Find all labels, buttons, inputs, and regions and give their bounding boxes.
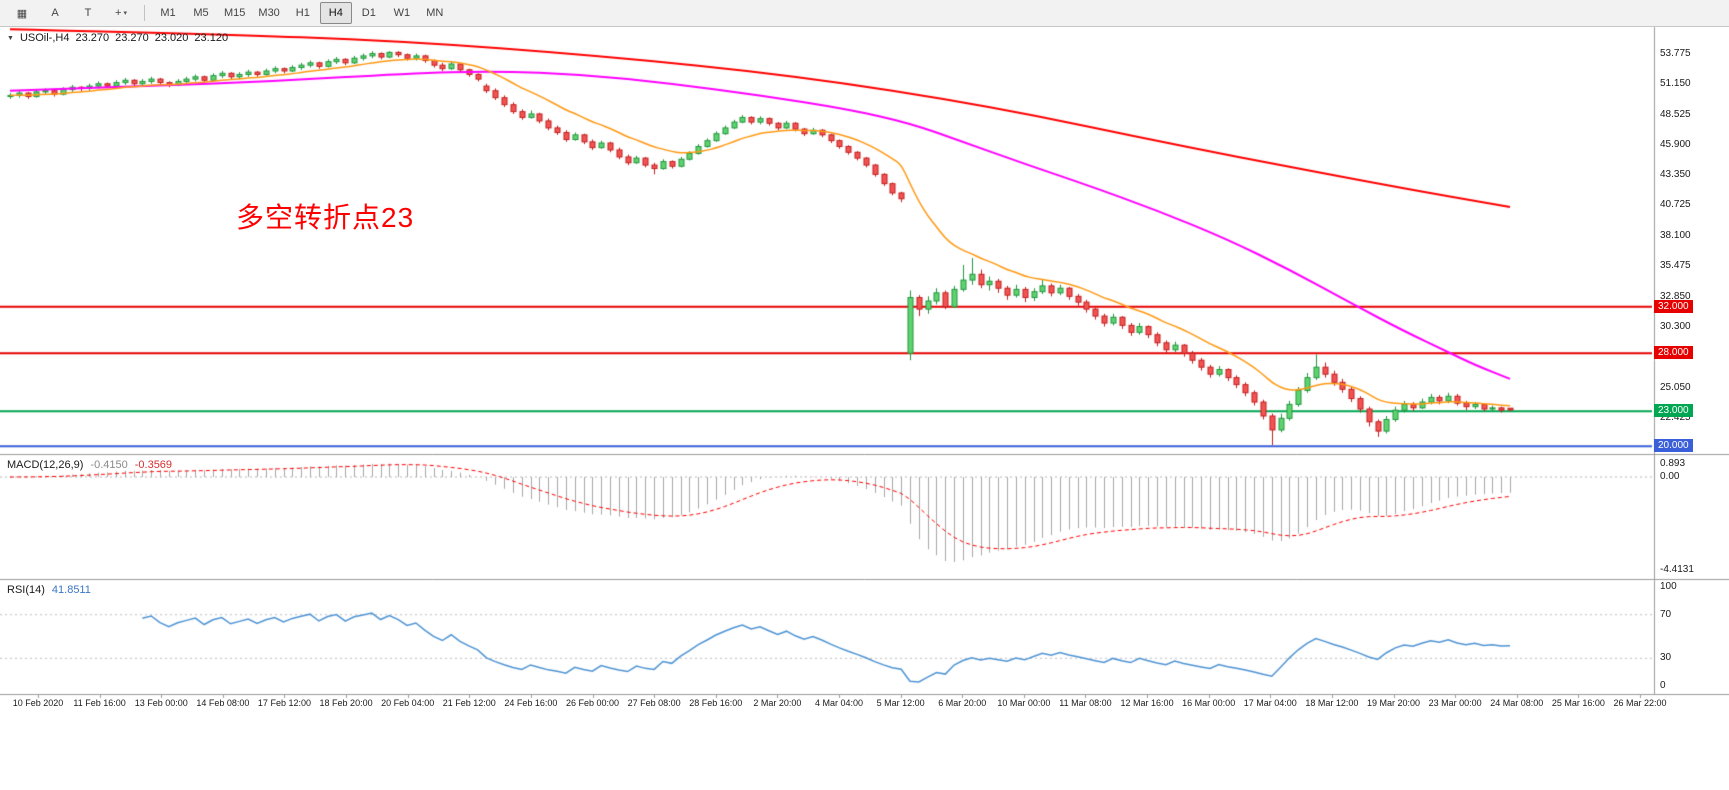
time-axis-label: 11 Mar 08:00: [1059, 698, 1112, 708]
ohlc-close: 23.120: [194, 32, 229, 44]
price-axis-label: 51.150: [1660, 78, 1691, 90]
timeframe-button-m5[interactable]: M5: [193, 7, 209, 19]
time-axis-label: 11 Feb 16:00: [73, 698, 126, 708]
macd-axis-max: 0.893: [1660, 458, 1686, 469]
chart-annotation-text[interactable]: 多空转折点23: [236, 202, 415, 233]
time-axis-label: 10 Mar 00:00: [997, 698, 1051, 708]
toolbar-icon-group: ▦ A T + ▾: [6, 2, 137, 24]
macd-title-label: MACD(12,26,9): [7, 459, 84, 471]
price-axis-label: 53.775: [1660, 47, 1691, 59]
macd-axis-min: -4.4131: [1660, 564, 1694, 575]
time-axis-label: 19 Mar 20:00: [1367, 698, 1421, 708]
time-axis-label: 13 Feb 00:00: [134, 698, 188, 708]
price-axis-label: 45.900: [1660, 139, 1691, 151]
rsi-axis-label-70: 70: [1660, 608, 1672, 620]
price-axis-label: 35.475: [1660, 260, 1691, 272]
symbol-marker-icon: ▼: [7, 34, 14, 42]
toolbar-separator: [144, 5, 145, 21]
dropdown-caret-icon: ▾: [123, 10, 127, 17]
timeframe-button-d1[interactable]: D1: [361, 7, 376, 19]
rsi-axis-label-100: 100: [1660, 581, 1677, 592]
macd-main-value: -0.4150: [90, 459, 128, 471]
time-axis-label: 18 Mar 12:00: [1305, 698, 1359, 708]
ohlc-low: 23.020: [154, 32, 189, 44]
time-axis-label: 27 Feb 08:00: [627, 698, 681, 708]
macd-signal-value: -0.3569: [134, 459, 173, 471]
time-axis-label: 23 Mar 00:00: [1428, 698, 1482, 708]
time-axis-label: 18 Feb 20:00: [319, 698, 373, 708]
time-axis-label: 17 Feb 12:00: [257, 698, 311, 708]
time-axis-label: 10 Feb 2020: [12, 698, 64, 708]
time-axis-label: 6 Mar 20:00: [938, 698, 987, 708]
price-axis-label: 40.725: [1660, 199, 1691, 211]
time-axis-label: 28 Feb 16:00: [689, 698, 743, 708]
annotation-letter-icon[interactable]: A: [51, 7, 59, 19]
price-axis-label: 38.100: [1660, 229, 1691, 241]
price-tag-28.000: 28.000: [1654, 346, 1693, 360]
macd-axis-zero: 0.00: [1660, 471, 1680, 483]
ohlc-open: 23.270: [75, 32, 110, 44]
rsi-title-label: RSI(14): [7, 584, 45, 596]
symbol-info: ▼ USOil-,H4 23.270 23.270 23.020 23.120: [7, 32, 228, 44]
price-tag-32.000: 32.000: [1654, 299, 1693, 313]
price-axis-label: 48.525: [1660, 108, 1691, 120]
timeframe-button-m15[interactable]: M15: [224, 7, 246, 19]
price-axis-label: 32.850: [1660, 290, 1691, 302]
timeframe-button-w1[interactable]: W1: [393, 7, 411, 19]
timeframe-button-h1[interactable]: H1: [295, 7, 310, 19]
time-axis-label: 12 Mar 16:00: [1120, 698, 1174, 708]
toolbar: ▦ A T + ▾ M1 M5 M15 M30 H1 H4 D1 W1 MN: [0, 0, 1729, 27]
time-axis-label: 24 Mar 08:00: [1490, 698, 1544, 708]
macd-panel-title: MACD(12,26,9) -0.4150 -0.3569: [7, 459, 172, 471]
rsi-panel-title: RSI(14) 41.8511: [7, 584, 91, 596]
time-axis-label: 17 Mar 04:00: [1243, 698, 1297, 708]
price-tag-23.000: 23.000: [1654, 404, 1693, 418]
symbol-name: USOil-,H4: [19, 32, 70, 44]
time-axis-label: 14 Feb 08:00: [196, 698, 250, 708]
price-axis-label: 25.050: [1660, 381, 1691, 393]
time-axis-label: 24 Feb 16:00: [504, 698, 558, 708]
time-axis-label: 16 Mar 00:00: [1182, 698, 1236, 708]
timeframe-button-m30[interactable]: M30: [258, 7, 280, 19]
time-axis-label: 4 Mar 04:00: [814, 698, 864, 708]
time-axis-label: 25 Mar 16:00: [1551, 698, 1605, 708]
ohlc-high: 23.270: [115, 32, 149, 44]
time-axis-label: 21 Feb 12:00: [442, 698, 496, 708]
time-axis-label: 26 Feb 00:00: [566, 698, 620, 708]
chart-window-icon[interactable]: ▦: [16, 7, 28, 20]
price-axis-label: 43.350: [1660, 168, 1691, 180]
price-tag-20.000: 20.000: [1654, 439, 1693, 453]
time-axis-label: 2 Mar 20:00: [753, 698, 802, 708]
time-axis-label: 26 Mar 22:00: [1613, 698, 1667, 708]
time-axis-label: 20 Feb 04:00: [381, 698, 435, 708]
price-axis-label: 30.300: [1660, 320, 1691, 332]
timeframe-button-h4[interactable]: H4: [319, 2, 352, 24]
timeframe-button-mn[interactable]: MN: [426, 7, 444, 19]
rsi-value: 41.8511: [51, 584, 91, 596]
crosshair-tool-icon[interactable]: + ▾: [115, 7, 127, 19]
rsi-axis-label-30: 30: [1660, 652, 1672, 664]
timeframe-button-group: M1 M5 M15 M30 H1 H4 D1 W1 MN: [152, 2, 451, 24]
price-axis-label: 22.425: [1660, 412, 1691, 424]
rsi-axis-label-0: 0: [1660, 680, 1666, 691]
timeframe-button-m1[interactable]: M1: [160, 7, 176, 19]
time-axis-label: 5 Mar 12:00: [876, 698, 925, 708]
text-tool-icon[interactable]: T: [84, 7, 92, 19]
